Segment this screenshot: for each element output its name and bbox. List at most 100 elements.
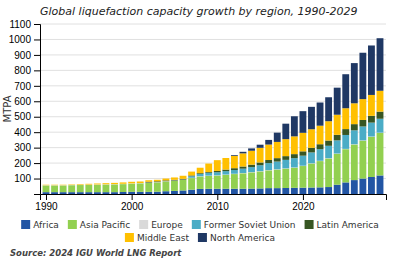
- bar: [180, 179, 187, 180]
- bar: [300, 151, 307, 155]
- bar: [43, 186, 50, 193]
- bar: [308, 152, 315, 163]
- bar: [368, 45, 375, 94]
- legend-label: Former Soviet Union: [204, 220, 296, 230]
- bar: [317, 144, 324, 149]
- bar: [205, 176, 212, 189]
- x-axis: 1990200020102020: [35, 194, 386, 212]
- bar: [342, 108, 349, 129]
- y-tick-label: 900: [14, 50, 31, 61]
- bar: [248, 151, 255, 165]
- bar: [103, 184, 110, 185]
- y-tick-mark: [34, 148, 40, 149]
- bar: [85, 192, 92, 194]
- y-tick-label: 700: [14, 81, 31, 92]
- bar: [351, 145, 358, 181]
- bar: [120, 183, 127, 184]
- bar: [145, 183, 152, 192]
- legend-item: Former Soviet Union: [192, 220, 296, 230]
- bar-series: [43, 133, 384, 192]
- bar: [334, 115, 341, 135]
- bar: [265, 140, 272, 145]
- bar: [248, 167, 255, 172]
- bar-series: [43, 175, 384, 194]
- bar: [300, 188, 307, 194]
- y-tick-mark: [34, 132, 40, 133]
- bar: [248, 165, 255, 167]
- bar: [317, 161, 324, 187]
- bar-series: [231, 38, 383, 156]
- bar: [377, 112, 384, 119]
- legend-label: Latin America: [317, 220, 379, 230]
- y-tick-label: 200: [14, 158, 31, 169]
- bar: [291, 136, 298, 154]
- x-tick-mark: [46, 194, 47, 200]
- bar: [368, 123, 375, 137]
- legend-swatch: [21, 220, 30, 229]
- x-tick-mark: [303, 194, 304, 200]
- bar: [145, 182, 152, 183]
- bar: [51, 184, 58, 185]
- bar: [274, 170, 281, 189]
- bar: [128, 192, 135, 194]
- bar: [197, 168, 204, 173]
- bar: [282, 139, 289, 156]
- y-axis: 10020030040050060070080090010001100: [9, 19, 41, 195]
- y-tick-label: 400: [14, 127, 31, 138]
- bar: [180, 176, 187, 179]
- bar: [308, 148, 315, 153]
- bar-series: [43, 91, 384, 185]
- bar: [128, 182, 135, 184]
- grid-line: [40, 39, 386, 40]
- bar: [222, 175, 229, 189]
- legend-swatch: [192, 220, 201, 229]
- bar: [308, 129, 315, 148]
- bar: [154, 180, 161, 182]
- bar: [282, 156, 289, 160]
- x-tick-mark: [217, 194, 218, 200]
- bar: [85, 184, 92, 185]
- bar: [325, 158, 332, 187]
- bar: [265, 188, 272, 194]
- bar: [342, 182, 349, 194]
- y-tick: 900: [14, 50, 40, 61]
- bar: [222, 189, 229, 194]
- y-tick: 500: [14, 111, 40, 122]
- legend-item: Europe: [139, 220, 183, 230]
- grid-line: [40, 70, 386, 71]
- bar: [68, 184, 75, 185]
- bar: [214, 189, 221, 194]
- bar: [291, 168, 298, 188]
- legend-label: North America: [210, 233, 275, 243]
- bar: [282, 124, 289, 139]
- y-tick: 400: [14, 127, 40, 138]
- x-tick: 2000: [121, 194, 144, 212]
- bar-series: [43, 133, 384, 186]
- bar: [240, 169, 247, 173]
- bar: [43, 185, 50, 186]
- y-tick-mark: [34, 24, 40, 25]
- bar: [351, 180, 358, 194]
- y-tick-label: 1000: [9, 34, 32, 45]
- bar: [351, 130, 358, 144]
- bar: [120, 183, 127, 184]
- y-axis-line: [34, 25, 41, 195]
- bar: [214, 176, 221, 189]
- bar: [120, 183, 127, 184]
- bar: [317, 149, 324, 161]
- bar: [265, 163, 272, 170]
- bar: [222, 171, 229, 174]
- bar: [68, 185, 75, 192]
- bar: [205, 164, 212, 173]
- bar: [240, 166, 247, 168]
- bar: [188, 172, 195, 176]
- x-tick-mark: [132, 194, 133, 200]
- bar: [103, 183, 110, 184]
- bar: [43, 185, 50, 186]
- bar: [60, 184, 67, 185]
- legend-item: Latin America: [305, 220, 379, 230]
- bar: [43, 192, 50, 194]
- bar: [377, 119, 384, 133]
- bar: [231, 156, 238, 168]
- bar: [188, 176, 195, 178]
